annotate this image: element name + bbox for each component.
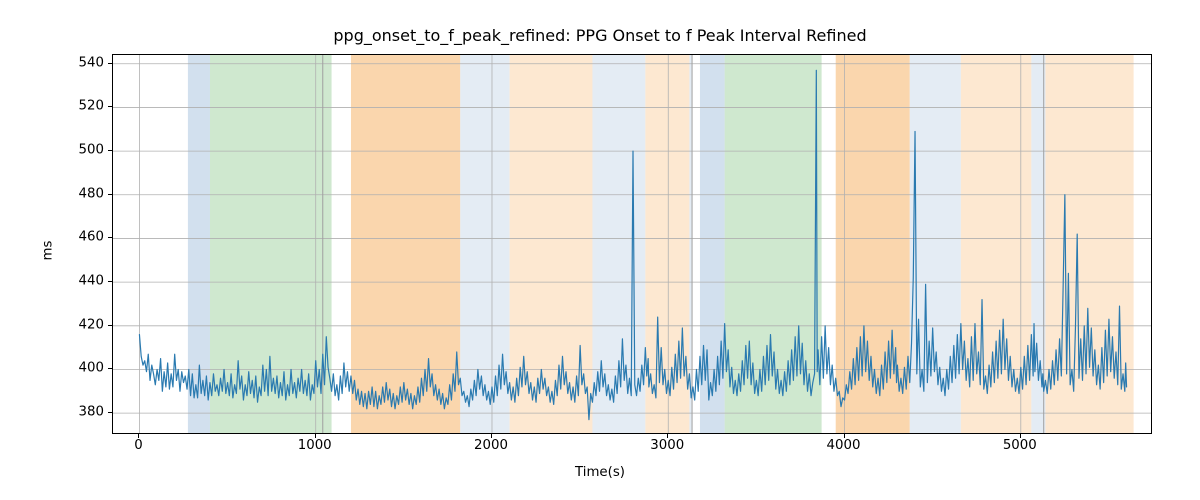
plot-svg: [113, 55, 1152, 434]
figure: ppg_onset_to_f_peak_refined: PPG Onset t…: [0, 0, 1200, 500]
xtick-label: 3000: [650, 438, 684, 453]
ytick-label: 520: [79, 99, 104, 114]
ytick-label: 380: [79, 405, 104, 420]
xtick-label: 4000: [827, 438, 861, 453]
ytick-label: 480: [79, 186, 104, 201]
plot-area: [112, 54, 1152, 434]
chart-title: ppg_onset_to_f_peak_refined: PPG Onset t…: [0, 26, 1200, 45]
xtick-label: 1000: [298, 438, 332, 453]
xtick-label: 0: [134, 438, 142, 453]
ytick-label: 400: [79, 361, 104, 376]
x-axis-label: Time(s): [0, 465, 1200, 480]
xtick-label: 5000: [1003, 438, 1037, 453]
xtick-label: 2000: [474, 438, 508, 453]
ytick-label: 460: [79, 230, 104, 245]
ytick-label: 500: [79, 143, 104, 158]
y-axis-label: ms: [38, 0, 58, 500]
ytick-label: 420: [79, 317, 104, 332]
ytick-label: 440: [79, 274, 104, 289]
ytick-label: 540: [79, 55, 104, 70]
